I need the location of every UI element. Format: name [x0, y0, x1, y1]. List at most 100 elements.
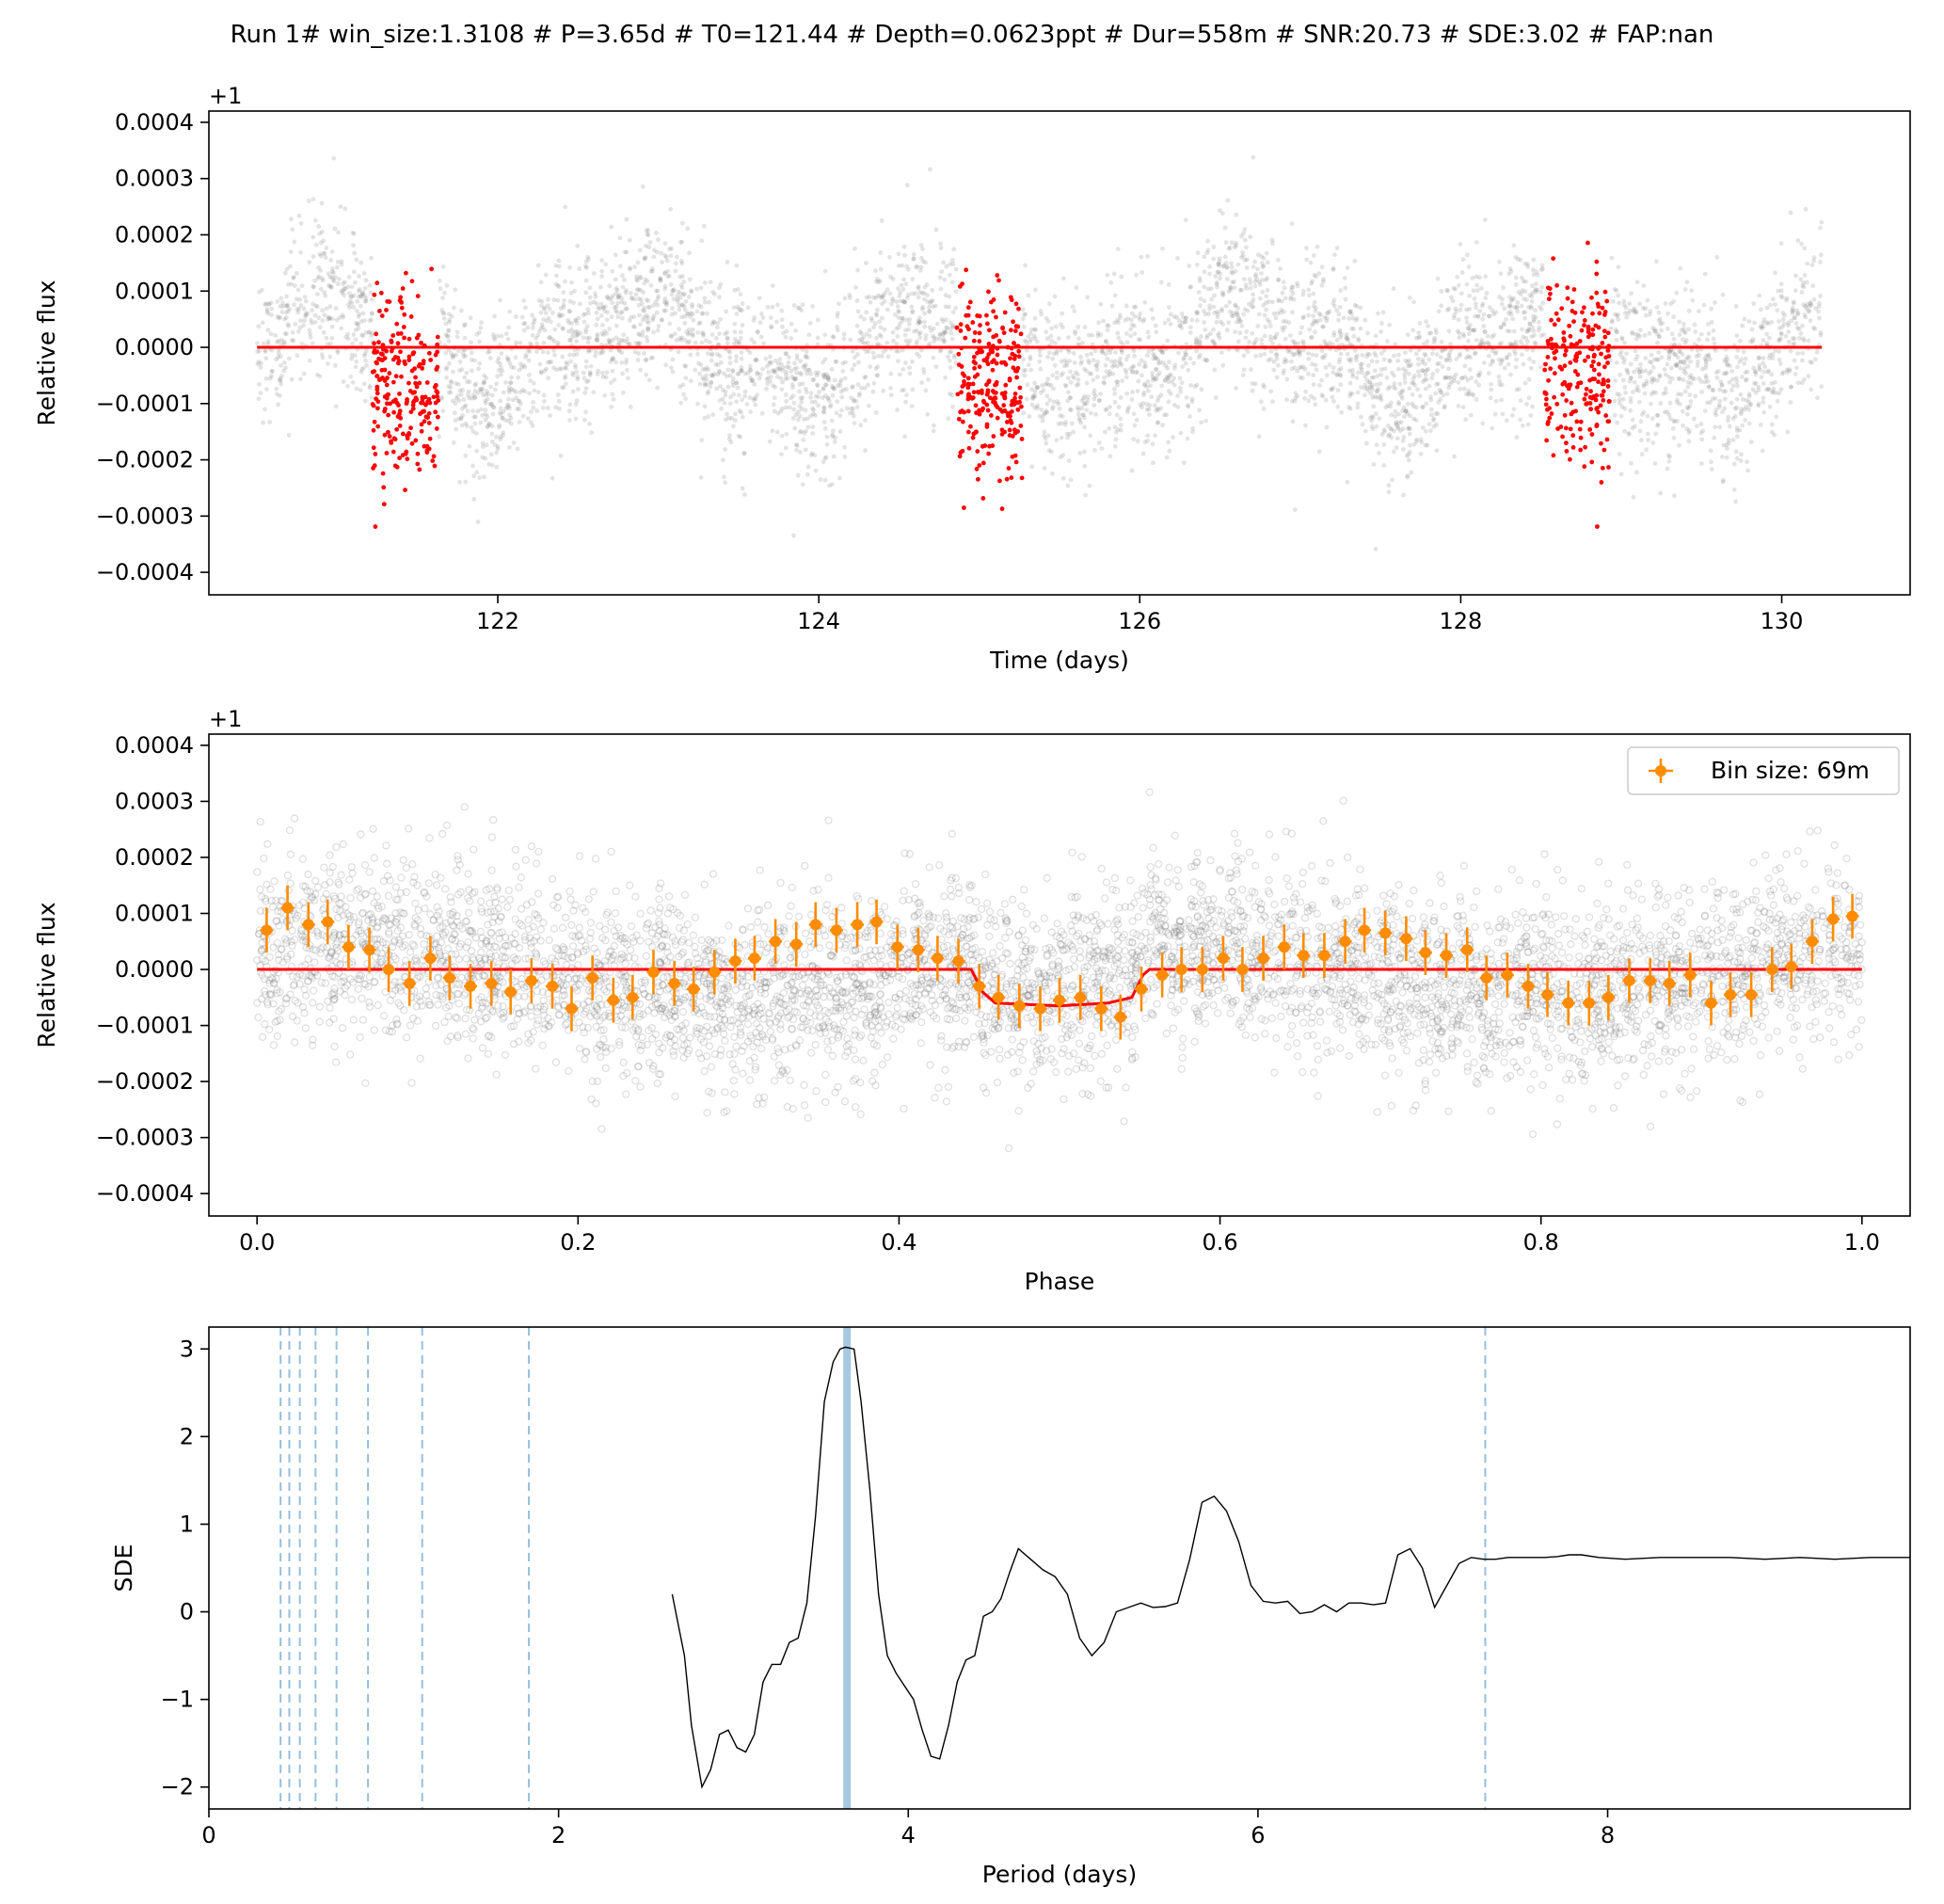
- flux-point: [585, 311, 591, 315]
- flux-point: [1514, 305, 1520, 311]
- flux-point: [611, 396, 616, 402]
- flux-point: [1327, 309, 1332, 314]
- flux-point: [767, 361, 773, 366]
- flux-point: [267, 420, 273, 424]
- flux-point: [513, 314, 518, 319]
- flux-point: [1075, 372, 1080, 377]
- flux-point: [1609, 319, 1615, 325]
- flux-point: [1713, 370, 1719, 376]
- flux-point: [1059, 347, 1063, 353]
- flux-point: [900, 366, 906, 372]
- in-transit-point: [977, 339, 982, 344]
- flux-point: [1511, 328, 1517, 334]
- flux-point: [1443, 358, 1449, 362]
- flux-point: [1270, 241, 1275, 247]
- flux-point: [1533, 308, 1538, 313]
- flux-point: [317, 374, 323, 379]
- flux-point: [693, 340, 698, 345]
- flux-point: [1416, 373, 1422, 378]
- flux-point: [1212, 342, 1218, 347]
- flux-point: [471, 496, 477, 502]
- in-transit-point: [960, 419, 965, 424]
- flux-point: [1162, 378, 1168, 384]
- flux-point: [443, 350, 449, 356]
- flux-point: [1698, 331, 1704, 337]
- flux-point: [1708, 448, 1713, 454]
- flux-point: [1115, 317, 1120, 323]
- flux-point: [632, 264, 637, 270]
- flux-point: [1452, 378, 1457, 384]
- flux-point: [1501, 285, 1506, 290]
- flux-point: [291, 338, 296, 344]
- flux-point: [477, 475, 482, 480]
- flux-point: [797, 382, 803, 387]
- flux-point: [620, 273, 625, 279]
- flux-point: [791, 303, 797, 308]
- flux-point: [797, 389, 802, 394]
- in-transit-point: [372, 369, 377, 374]
- flux-point: [1741, 349, 1746, 355]
- flux-point: [1735, 364, 1740, 370]
- flux-point: [593, 294, 598, 299]
- flux-point: [1672, 493, 1677, 499]
- flux-point: [1355, 401, 1361, 407]
- flux-point: [725, 367, 731, 373]
- flux-point: [1023, 367, 1028, 373]
- flux-point: [1235, 315, 1241, 321]
- flux-point: [1506, 352, 1512, 358]
- flux-point: [930, 287, 935, 293]
- flux-point: [1744, 376, 1749, 382]
- flux-point: [1777, 391, 1782, 396]
- flux-point: [323, 255, 328, 261]
- flux-point: [1420, 425, 1426, 430]
- flux-point: [1670, 425, 1676, 431]
- flux-point: [732, 411, 738, 417]
- flux-point: [459, 406, 465, 411]
- flux-point: [446, 312, 452, 317]
- in-transit-point: [1008, 356, 1012, 361]
- flux-point: [640, 308, 645, 313]
- flux-point: [1168, 392, 1173, 396]
- flux-point: [783, 376, 789, 382]
- flux-point: [1321, 279, 1326, 284]
- flux-point: [874, 312, 880, 318]
- flux-point: [1306, 371, 1311, 376]
- flux-point: [873, 268, 878, 274]
- flux-point: [1037, 413, 1043, 419]
- flux-point: [1027, 414, 1032, 419]
- flux-point: [295, 287, 301, 293]
- flux-point: [568, 290, 574, 296]
- flux-point: [360, 333, 366, 338]
- flux-point: [350, 341, 356, 346]
- flux-point: [1202, 284, 1207, 290]
- flux-point: [1687, 428, 1692, 433]
- flux-point: [1311, 320, 1316, 326]
- flux-point: [261, 420, 265, 425]
- flux-point: [1527, 321, 1533, 327]
- flux-point: [470, 428, 476, 434]
- flux-point: [1444, 288, 1450, 293]
- flux-point: [583, 386, 589, 392]
- flux-point: [1178, 390, 1184, 394]
- flux-point: [1189, 399, 1195, 405]
- flux-point: [637, 341, 643, 346]
- flux-point: [367, 329, 372, 335]
- flux-point: [873, 312, 879, 317]
- flux-point: [1068, 408, 1074, 413]
- flux-point: [1686, 430, 1692, 436]
- flux-point: [1671, 336, 1677, 342]
- flux-point: [1809, 302, 1814, 308]
- flux-point: [917, 290, 923, 296]
- flux-point: [1387, 359, 1393, 364]
- flux-point: [1068, 477, 1074, 483]
- flux-point: [871, 355, 877, 360]
- flux-point: [1115, 330, 1121, 336]
- flux-point: [1323, 342, 1329, 346]
- flux-point: [1182, 355, 1187, 360]
- flux-point: [599, 258, 605, 263]
- flux-point: [1788, 210, 1793, 216]
- flux-point: [1649, 360, 1654, 365]
- flux-point: [451, 305, 456, 311]
- flux-point: [360, 311, 366, 316]
- flux-point: [319, 200, 325, 206]
